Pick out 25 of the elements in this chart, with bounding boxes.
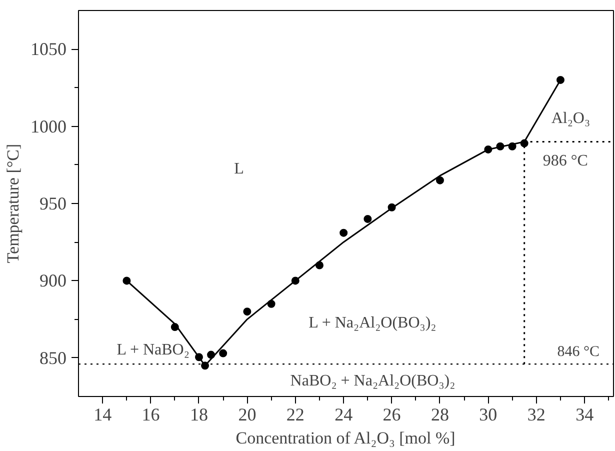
x-tick-label: 18 (190, 404, 208, 424)
annotation: Al₂O₃ (551, 110, 590, 128)
x-tick-label: 32 (527, 404, 546, 424)
x-tick-label: 22 (286, 404, 304, 424)
y-tick-label: 900 (40, 270, 66, 291)
ref-line-label: 846 °C (557, 344, 600, 360)
x-tick-label: 28 (430, 404, 449, 424)
x-axis-title: Concentration of Al₂O₃ [mol %] (236, 428, 456, 448)
x-tick-label: 24 (334, 404, 353, 424)
x-tick-label: 16 (142, 404, 160, 424)
y-tick-label: 950 (40, 194, 66, 214)
annotation: L + NaBO₂ (116, 342, 190, 359)
y-tick-label: 1050 (30, 39, 66, 60)
x-tick-label: 34 (576, 404, 594, 424)
y-tick-label: 850 (40, 348, 66, 368)
x-tick-label: 26 (382, 404, 401, 424)
y-tick-label: 1000 (30, 116, 66, 136)
y-axis-title: Temperature [°C] (4, 144, 22, 264)
annotation: L (234, 160, 244, 178)
annotation: NaBO₂ + Na₂Al₂O(BO₃)₂ (290, 372, 456, 390)
annotation: 986 °C (542, 152, 588, 170)
x-tick-label: 20 (238, 404, 256, 424)
x-tick-label: 30 (479, 404, 498, 424)
x-tick-label: 14 (94, 404, 112, 424)
annotation: L + Na₂Al₂O(BO₃)₂ (308, 314, 436, 332)
